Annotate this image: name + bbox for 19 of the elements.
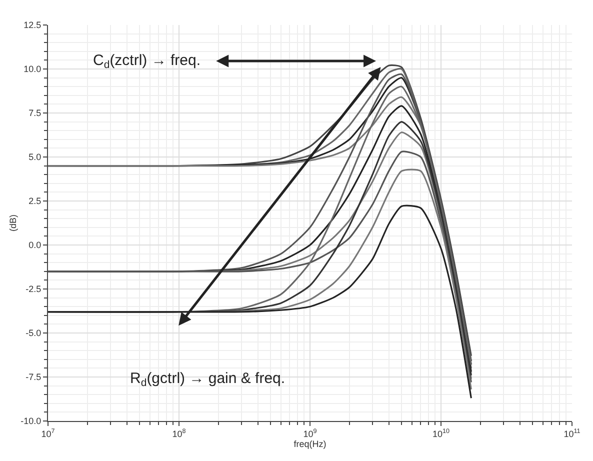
y-tick-label: 10.0 — [24, 64, 42, 74]
x-tick-label: 10$^{10}$ — [432, 428, 450, 439]
x-tick-label: 10$^{11}$ — [564, 428, 581, 439]
y-tick-label: -10.0 — [20, 416, 42, 426]
annotation: R$_{d}$(gctrl) → gain & freq. — [130, 370, 286, 390]
x-axis-title: freq(Hz) — [294, 438, 326, 449]
y-tick-label: 12.5 — [24, 20, 42, 30]
x-tick-label: 10$^{9}$ — [303, 428, 318, 439]
y-tick-label: -7.5 — [26, 372, 42, 382]
x-tick-label: 10$^{7}$ — [41, 428, 56, 439]
annotation: C$_{d}$(zctrl) → freq. — [93, 52, 201, 72]
y-tick-label: 5.0 — [28, 152, 42, 162]
y-tick-label: 0.0 — [28, 240, 42, 250]
y-tick-label: -5.0 — [26, 328, 42, 338]
y-axis-title: (dB) — [8, 214, 18, 232]
y-tick-label: 7.5 — [28, 108, 42, 118]
y-tick-label: 2.5 — [28, 196, 42, 206]
x-tick-label: 10$^{8}$ — [172, 428, 186, 439]
y-tick-label: -2.5 — [26, 284, 42, 294]
